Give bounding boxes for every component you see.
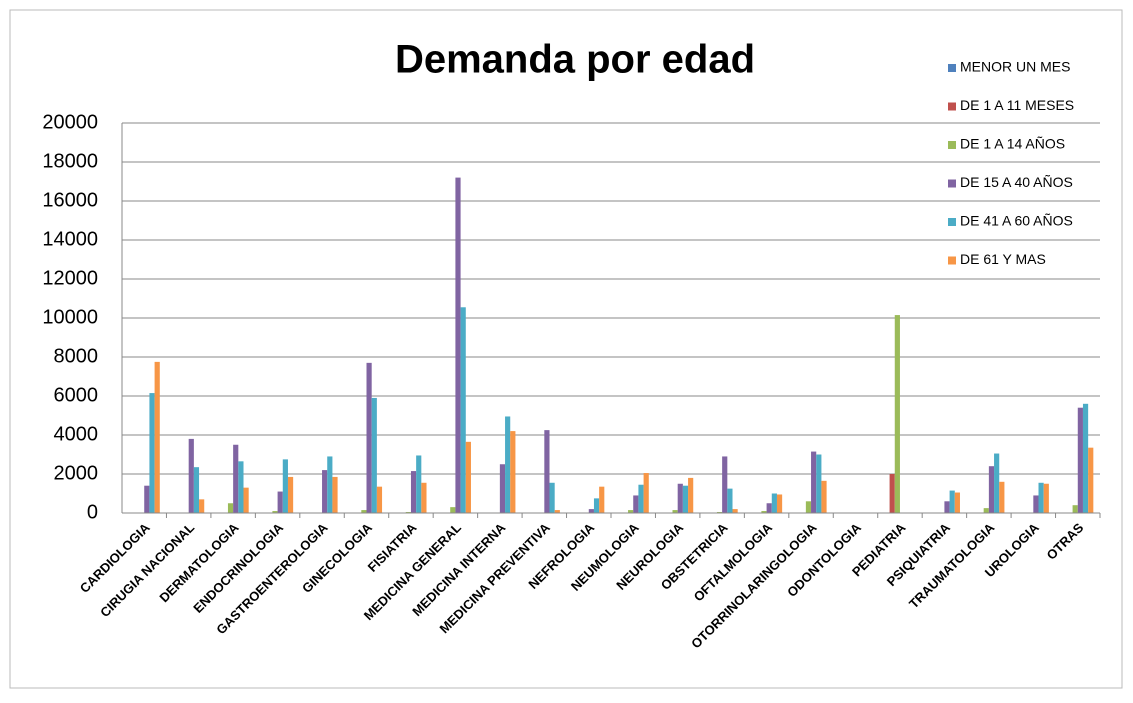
bar bbox=[144, 485, 150, 513]
bar bbox=[771, 493, 777, 513]
bar bbox=[805, 501, 812, 513]
bar bbox=[544, 430, 550, 513]
legend-label: DE 1 A 11 MESES bbox=[960, 97, 1074, 113]
bar bbox=[287, 476, 294, 513]
bar bbox=[465, 441, 471, 513]
legend-label: DE 15 A 40 AÑOS bbox=[960, 174, 1073, 190]
bar bbox=[688, 477, 694, 513]
bar bbox=[199, 499, 205, 513]
bar bbox=[983, 508, 989, 513]
bar bbox=[243, 487, 249, 513]
bar bbox=[599, 486, 605, 513]
legend-swatch bbox=[948, 141, 956, 149]
bar bbox=[638, 484, 644, 513]
bar bbox=[1088, 447, 1094, 513]
bar bbox=[499, 464, 506, 513]
bar bbox=[193, 467, 200, 513]
legend-swatch bbox=[948, 64, 956, 72]
bar bbox=[282, 459, 288, 513]
bar bbox=[154, 361, 160, 513]
bar bbox=[722, 456, 728, 513]
bar bbox=[277, 491, 283, 513]
legend-swatch bbox=[948, 179, 956, 188]
legend-label: MENOR UN MES bbox=[960, 59, 1070, 75]
y-tick-label: 6000 bbox=[54, 384, 99, 406]
legend-label: DE 41 A 60 AÑOS bbox=[960, 213, 1073, 229]
bar bbox=[732, 509, 738, 513]
legend-label: DE 61 Y MAS bbox=[960, 251, 1046, 267]
bar bbox=[766, 503, 772, 513]
y-tick-label: 14000 bbox=[42, 228, 98, 250]
bar bbox=[188, 438, 194, 513]
y-tick-label: 10000 bbox=[42, 306, 98, 328]
bar bbox=[1077, 407, 1083, 513]
bar bbox=[593, 498, 600, 513]
bar bbox=[677, 483, 683, 513]
y-tick-label: 16000 bbox=[42, 189, 98, 211]
bar bbox=[1082, 403, 1089, 513]
bar bbox=[1043, 483, 1049, 513]
legend-label: DE 1 A 14 AÑOS bbox=[960, 136, 1065, 152]
bar bbox=[1038, 482, 1044, 513]
bar bbox=[944, 501, 950, 513]
legend-swatch bbox=[948, 102, 956, 111]
chart-title: Demanda por edad bbox=[395, 38, 755, 82]
bar bbox=[889, 474, 895, 513]
y-tick-label: 20000 bbox=[42, 111, 98, 133]
bar bbox=[421, 482, 427, 513]
bar bbox=[954, 492, 960, 513]
bar bbox=[361, 510, 367, 513]
y-tick-label: 0 bbox=[87, 501, 98, 523]
bar bbox=[460, 307, 466, 513]
bar bbox=[366, 362, 372, 513]
bar bbox=[455, 177, 461, 513]
bar bbox=[988, 466, 995, 513]
bar bbox=[149, 393, 155, 513]
bar bbox=[371, 397, 377, 513]
y-tick-label: 12000 bbox=[42, 267, 98, 289]
bar bbox=[510, 431, 516, 513]
bar bbox=[682, 485, 689, 513]
bar bbox=[233, 444, 239, 513]
y-tick-label: 4000 bbox=[54, 423, 99, 445]
bar bbox=[643, 473, 649, 513]
y-tick-label: 2000 bbox=[54, 462, 99, 484]
bar bbox=[554, 510, 560, 513]
bar bbox=[322, 470, 328, 513]
legend-swatch bbox=[948, 218, 956, 226]
bar bbox=[1033, 495, 1039, 513]
bar bbox=[633, 495, 639, 513]
bar bbox=[416, 455, 422, 513]
bar bbox=[628, 510, 634, 513]
bar bbox=[949, 490, 955, 513]
bar bbox=[588, 509, 594, 513]
bar bbox=[894, 315, 900, 513]
bar bbox=[227, 503, 234, 513]
bar bbox=[505, 416, 511, 513]
bar bbox=[994, 453, 1000, 513]
bar bbox=[238, 461, 244, 513]
bar bbox=[376, 486, 383, 513]
bar bbox=[327, 456, 333, 513]
y-tick-label: 18000 bbox=[42, 150, 98, 172]
bar bbox=[727, 488, 733, 513]
bar bbox=[272, 511, 278, 513]
legend-swatch bbox=[948, 256, 956, 265]
bar bbox=[332, 476, 338, 513]
bar bbox=[1072, 505, 1078, 513]
bar bbox=[450, 507, 456, 513]
bar bbox=[816, 454, 822, 513]
bar bbox=[761, 511, 767, 513]
bar bbox=[999, 481, 1005, 513]
bar bbox=[776, 494, 783, 513]
bar bbox=[811, 451, 817, 513]
bar bbox=[410, 471, 417, 513]
bar bbox=[549, 482, 555, 513]
bar bbox=[821, 480, 827, 513]
bar bbox=[672, 510, 678, 513]
y-tick-label: 8000 bbox=[54, 345, 99, 367]
